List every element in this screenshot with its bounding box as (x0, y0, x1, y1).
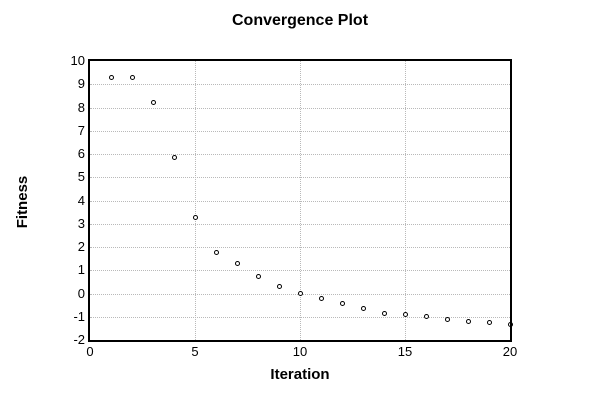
data-point (129, 74, 135, 80)
gridline-vertical (405, 61, 406, 340)
chart-title: Convergence Plot (231, 12, 369, 29)
x-tick-label: 20 (502, 344, 518, 359)
y-tick-label: 0 (77, 285, 85, 301)
gridline-vertical (300, 61, 301, 340)
data-point (276, 284, 282, 290)
data-point (339, 301, 345, 307)
y-tick-label: 3 (77, 215, 85, 231)
data-point (108, 74, 114, 80)
data-point (192, 215, 198, 221)
data-point (297, 291, 303, 296)
data-point (486, 320, 492, 326)
x-tick-label: 0 (86, 344, 94, 359)
data-point (171, 154, 177, 160)
y-tick-label: 7 (77, 122, 85, 138)
y-tick-label: 2 (77, 239, 85, 254)
y-tick-label: 9 (77, 76, 85, 92)
plot-border (88, 59, 512, 342)
y-tick-label: 8 (77, 99, 85, 115)
data-point (465, 318, 471, 324)
data-point (318, 295, 324, 301)
x-tick-label: 10 (292, 344, 308, 359)
y-tick-label: 6 (77, 146, 85, 161)
y-axis-title: Fitness (14, 175, 31, 229)
data-point (150, 100, 156, 106)
y-tick-label: 1 (77, 262, 85, 278)
data-point (402, 311, 408, 317)
x-tick-label: 15 (397, 344, 413, 359)
y-tick-label: -1 (73, 308, 85, 324)
y-tick-label: 5 (77, 169, 85, 185)
y-tick-label: 10 (70, 53, 85, 68)
data-point (444, 316, 450, 322)
data-point (213, 250, 219, 256)
data-point (423, 314, 429, 320)
x-tick-label: 5 (191, 344, 199, 359)
gridline-vertical (195, 61, 196, 340)
data-point (381, 310, 387, 316)
x-axis-title: Iteration (270, 366, 330, 383)
data-point (234, 260, 240, 266)
data-point (360, 306, 366, 312)
y-tick-label: 4 (77, 192, 85, 208)
data-point (255, 273, 261, 279)
y-tick-label: -2 (73, 332, 85, 347)
